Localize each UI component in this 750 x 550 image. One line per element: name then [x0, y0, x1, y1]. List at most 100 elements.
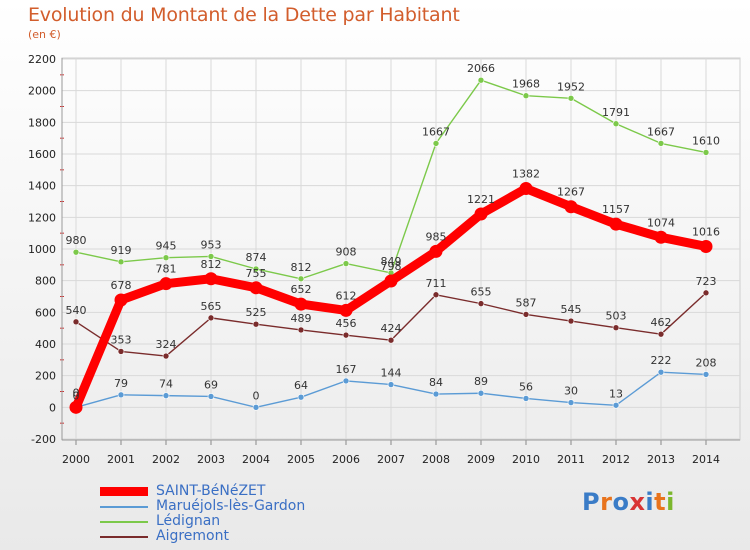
y-tick-label: 0 [49, 401, 56, 414]
data-label: 353 [111, 333, 132, 346]
data-point [297, 275, 305, 283]
proxiti-logo: Proxiti [582, 488, 675, 516]
data-label: 167 [336, 363, 357, 376]
data-label: 849 [381, 255, 402, 268]
data-label: 69 [204, 378, 218, 391]
data-label: 74 [159, 378, 173, 391]
data-point [612, 401, 620, 409]
data-label: 13 [609, 387, 623, 400]
data-point [432, 390, 440, 398]
data-point [72, 318, 80, 326]
data-label: 781 [156, 263, 177, 276]
data-label: 456 [336, 317, 357, 330]
legend-label: Maruéjols-lès-Gardon [156, 498, 306, 514]
legend-swatch [100, 487, 148, 496]
legend-label: SAINT-BéNéZET [156, 483, 266, 499]
data-label: 612 [336, 289, 357, 302]
data-label: 711 [426, 277, 447, 290]
legend-item: Lédignan [100, 514, 305, 529]
data-label: 945 [156, 240, 177, 253]
data-label: 1074 [647, 216, 675, 229]
x-tick-label: 2009 [467, 453, 495, 466]
data-label: 1267 [557, 186, 585, 199]
data-label: 64 [294, 379, 308, 392]
data-point [387, 381, 395, 388]
data-point [657, 368, 665, 376]
data-point [207, 314, 215, 322]
data-label: 1016 [692, 225, 720, 238]
data-label: 56 [519, 380, 533, 393]
legend-item: SAINT-BéNéZET [100, 484, 305, 499]
grid-lines [62, 58, 740, 440]
data-point [567, 317, 575, 325]
data-label: 0 [73, 389, 80, 402]
data-label: 980 [66, 234, 87, 247]
data-point [252, 265, 260, 273]
data-label: 0 [73, 386, 80, 399]
data-point [609, 217, 623, 231]
data-point [432, 140, 440, 147]
data-point [297, 393, 305, 401]
x-tick-label: 2011 [557, 453, 585, 466]
logo-letter: i [645, 488, 655, 516]
x-tick-label: 2005 [287, 453, 315, 466]
data-label: 545 [561, 303, 582, 316]
data-point [72, 248, 80, 256]
y-tick-label: 400 [35, 338, 56, 351]
logo-letter: o [612, 488, 630, 516]
y-tick-label: 800 [35, 275, 56, 288]
data-label: 489 [291, 312, 312, 325]
line-chart: -200020040060080010001200140016001800200… [28, 53, 741, 466]
data-point [657, 330, 665, 338]
data-label: 755 [246, 267, 267, 280]
data-point [69, 400, 83, 414]
data-point [207, 253, 215, 260]
data-point [387, 336, 395, 344]
y-axis-ticks: -200 0 200 400 600 800 1000 1200 1400 1600 1800 200… [28, 53, 56, 446]
data-point [294, 297, 308, 311]
data-label: 222 [651, 354, 672, 367]
y-tick-label: 1000 [28, 243, 56, 256]
legend-item: Maruéjols-lès-Gardon [100, 499, 305, 514]
data-label: 798 [381, 260, 402, 273]
data-label: 953 [201, 238, 222, 251]
data-label: 874 [246, 251, 267, 264]
x-tick-label: 2012 [602, 453, 630, 466]
data-point [522, 92, 530, 100]
chart-subtitle: (en €) [28, 28, 61, 41]
data-point [159, 277, 173, 291]
data-label: 525 [246, 306, 267, 319]
data-label: 652 [291, 283, 312, 296]
data-point [117, 391, 125, 399]
x-tick-label: 2001 [107, 453, 135, 466]
data-label: 89 [474, 375, 488, 388]
data-label: 919 [111, 244, 132, 257]
data-point [477, 389, 485, 397]
x-tick-label: 2000 [62, 453, 90, 466]
data-label: 1667 [647, 125, 675, 138]
x-tick-label: 2002 [152, 453, 180, 466]
data-label: 462 [651, 316, 672, 329]
y-tick-label: -200 [31, 433, 56, 446]
data-point [702, 149, 710, 156]
data-point [702, 289, 710, 297]
logo-letter: P [582, 488, 601, 516]
data-label: 0 [253, 389, 260, 402]
logo-letter: r [600, 488, 613, 516]
data-label: 144 [381, 367, 402, 380]
x-tick-label: 2003 [197, 453, 225, 466]
data-point [702, 371, 710, 378]
y-tick-label: 1800 [28, 116, 56, 129]
x-axis-ticks: 2000 2001 2002 2003 2004 2005 2006 2007 2008 2009… [62, 453, 720, 466]
data-point [162, 392, 170, 399]
data-point [249, 281, 263, 295]
data-point [162, 352, 170, 360]
data-point [477, 300, 485, 307]
x-tick-label: 2008 [422, 453, 450, 466]
y-tick-label: 1600 [28, 148, 56, 161]
legend-label: Aigremont [156, 528, 229, 544]
data-label: 540 [66, 304, 87, 317]
data-point [339, 303, 353, 317]
data-point [567, 399, 575, 406]
